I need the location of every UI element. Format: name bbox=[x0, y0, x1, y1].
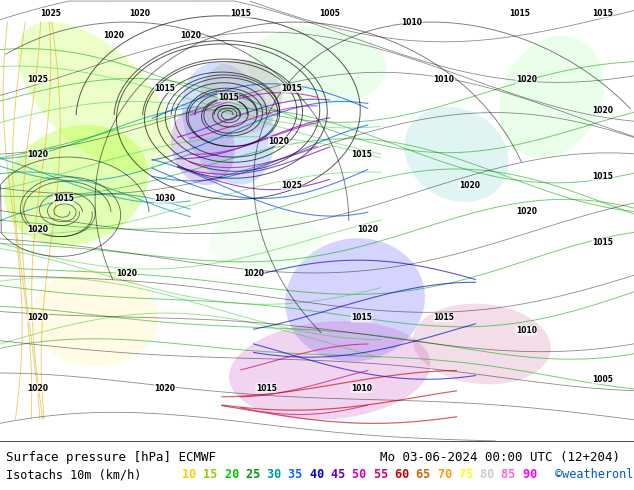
Text: 75: 75 bbox=[459, 468, 481, 481]
Text: 45: 45 bbox=[331, 468, 353, 481]
Text: Mo 03-06-2024 00:00 UTC (12+204): Mo 03-06-2024 00:00 UTC (12+204) bbox=[380, 451, 621, 464]
Text: 1015: 1015 bbox=[351, 313, 372, 322]
Text: 1015: 1015 bbox=[218, 93, 238, 101]
Text: ©weatheronline.co.uk: ©weatheronline.co.uk bbox=[555, 468, 634, 481]
Text: 1015: 1015 bbox=[155, 84, 175, 93]
Text: 1010: 1010 bbox=[515, 326, 537, 335]
Text: 60: 60 bbox=[395, 468, 417, 481]
Ellipse shape bbox=[413, 304, 551, 384]
Ellipse shape bbox=[182, 62, 275, 185]
Text: 1020: 1020 bbox=[515, 207, 537, 216]
Text: 1020: 1020 bbox=[179, 31, 201, 40]
Text: 1020: 1020 bbox=[27, 384, 49, 392]
Ellipse shape bbox=[500, 36, 604, 158]
Text: 1025: 1025 bbox=[281, 181, 302, 190]
Text: 40: 40 bbox=[310, 468, 331, 481]
Text: 10: 10 bbox=[182, 468, 204, 481]
Text: 65: 65 bbox=[417, 468, 437, 481]
Text: 1015: 1015 bbox=[592, 9, 612, 18]
Text: 1020: 1020 bbox=[515, 75, 537, 84]
Text: 20: 20 bbox=[224, 468, 246, 481]
Text: 1010: 1010 bbox=[401, 18, 423, 26]
Text: 35: 35 bbox=[288, 468, 310, 481]
Text: Isotachs 10m (km/h): Isotachs 10m (km/h) bbox=[6, 468, 149, 481]
Ellipse shape bbox=[248, 26, 386, 106]
Text: 1020: 1020 bbox=[27, 225, 49, 234]
Text: 90: 90 bbox=[523, 468, 544, 481]
Text: 55: 55 bbox=[373, 468, 395, 481]
Text: 1015: 1015 bbox=[231, 9, 251, 18]
Text: 1020: 1020 bbox=[592, 106, 613, 115]
Text: 1015: 1015 bbox=[53, 194, 74, 203]
Ellipse shape bbox=[171, 106, 235, 185]
Ellipse shape bbox=[200, 59, 282, 134]
Ellipse shape bbox=[404, 107, 508, 202]
Text: 1020: 1020 bbox=[458, 181, 480, 190]
Text: 1020: 1020 bbox=[357, 225, 378, 234]
Text: 1015: 1015 bbox=[256, 384, 276, 392]
Ellipse shape bbox=[285, 238, 425, 362]
Text: 1025: 1025 bbox=[28, 75, 48, 84]
Text: 80: 80 bbox=[480, 468, 501, 481]
Text: 30: 30 bbox=[267, 468, 288, 481]
Text: 1020: 1020 bbox=[154, 384, 176, 392]
Text: 1015: 1015 bbox=[351, 150, 372, 159]
Text: 1020: 1020 bbox=[27, 150, 49, 159]
Text: 1015: 1015 bbox=[592, 238, 612, 247]
Text: 15: 15 bbox=[204, 468, 224, 481]
Text: 1020: 1020 bbox=[27, 313, 49, 322]
Text: 1015: 1015 bbox=[434, 313, 454, 322]
Text: 1010: 1010 bbox=[433, 75, 455, 84]
Ellipse shape bbox=[229, 321, 430, 420]
Text: 1005: 1005 bbox=[592, 375, 612, 384]
Text: 1015: 1015 bbox=[592, 172, 612, 181]
Text: 1015: 1015 bbox=[510, 9, 530, 18]
Text: Surface pressure [hPa] ECMWF: Surface pressure [hPa] ECMWF bbox=[6, 451, 216, 464]
Text: 1020: 1020 bbox=[103, 31, 125, 40]
Text: 70: 70 bbox=[437, 468, 459, 481]
Text: 1025: 1025 bbox=[41, 9, 61, 18]
Text: 1010: 1010 bbox=[351, 384, 372, 392]
Text: 1005: 1005 bbox=[320, 9, 340, 18]
Ellipse shape bbox=[32, 269, 158, 366]
Text: 1020: 1020 bbox=[268, 137, 290, 146]
Text: 1015: 1015 bbox=[281, 84, 302, 93]
Text: 1020: 1020 bbox=[116, 269, 138, 278]
Text: 50: 50 bbox=[353, 468, 374, 481]
Text: 1030: 1030 bbox=[154, 194, 176, 203]
Text: 1020: 1020 bbox=[129, 9, 150, 18]
Ellipse shape bbox=[209, 212, 323, 273]
Text: 85: 85 bbox=[501, 468, 523, 481]
Text: 1020: 1020 bbox=[243, 269, 264, 278]
Ellipse shape bbox=[4, 125, 148, 245]
Ellipse shape bbox=[17, 22, 173, 172]
Text: 25: 25 bbox=[246, 468, 268, 481]
